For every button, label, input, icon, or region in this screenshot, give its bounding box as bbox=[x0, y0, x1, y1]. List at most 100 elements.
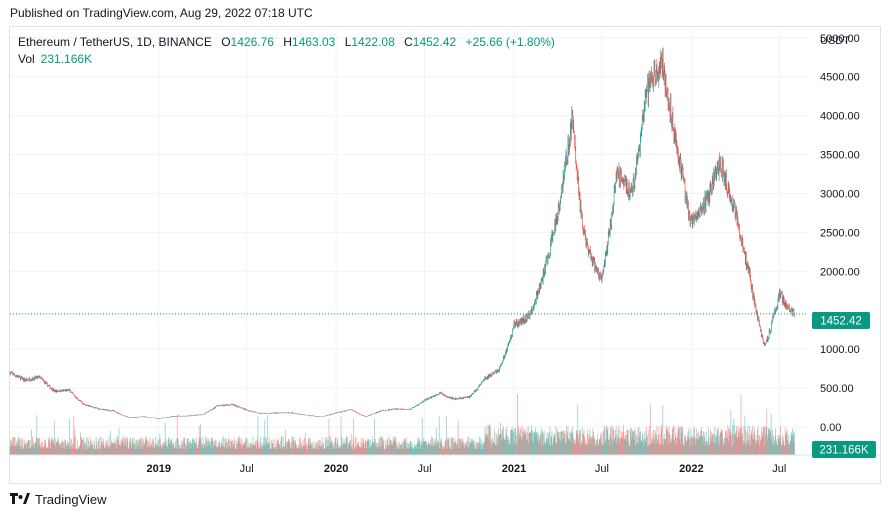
volume-bar bbox=[337, 444, 339, 455]
volume-bar bbox=[62, 448, 64, 455]
published-note: Published on TradingView.com, Aug 29, 20… bbox=[10, 6, 313, 20]
volume-bar bbox=[782, 443, 784, 455]
volume-bar bbox=[538, 443, 540, 455]
volume-bar bbox=[589, 429, 591, 455]
volume-bar bbox=[487, 434, 489, 455]
volume-bar bbox=[752, 425, 754, 455]
volume-bar bbox=[469, 443, 471, 455]
volume-bar bbox=[570, 442, 572, 455]
volume-bar bbox=[589, 435, 590, 455]
volume-bar bbox=[794, 430, 795, 455]
volume-bar bbox=[769, 433, 771, 455]
volume-bar bbox=[263, 444, 265, 455]
volume-bar bbox=[32, 436, 33, 455]
volume-bar bbox=[515, 427, 516, 455]
volume-bar bbox=[9, 446, 11, 455]
volume-bar bbox=[364, 444, 366, 455]
volume-bar bbox=[571, 430, 572, 455]
volume-bar bbox=[202, 444, 203, 455]
volume-bar bbox=[65, 443, 67, 455]
volume-bar bbox=[612, 428, 614, 455]
volume-bar bbox=[661, 424, 663, 455]
volume-bar bbox=[247, 447, 249, 455]
volume-bar bbox=[294, 445, 295, 455]
volume-bar bbox=[675, 437, 676, 455]
volume-bar bbox=[29, 440, 30, 455]
volume-bar bbox=[217, 446, 219, 455]
volume-bar bbox=[470, 442, 472, 455]
volume-bar bbox=[173, 449, 175, 455]
volume-bar bbox=[676, 437, 678, 455]
volume-bar bbox=[608, 444, 610, 455]
volume-bar bbox=[442, 448, 444, 455]
volume-bar bbox=[419, 439, 421, 455]
volume-bar bbox=[635, 445, 636, 455]
volume-bar bbox=[639, 436, 640, 455]
volume-bar bbox=[535, 427, 536, 455]
volume-bar bbox=[350, 434, 352, 455]
chart-frame bbox=[9, 26, 881, 484]
volume-bar bbox=[705, 441, 706, 455]
volume-bar bbox=[68, 418, 70, 455]
volume-bar bbox=[396, 441, 398, 455]
volume-bar bbox=[17, 436, 19, 455]
volume-bar bbox=[738, 436, 740, 455]
volume-bar bbox=[425, 441, 427, 455]
volume-bar bbox=[96, 441, 98, 455]
volume-bar bbox=[342, 443, 343, 455]
volume-bar bbox=[431, 443, 433, 455]
volume-bar bbox=[351, 449, 353, 455]
volume-bar bbox=[331, 443, 333, 455]
volume-bar bbox=[235, 449, 237, 455]
volume-bar bbox=[450, 449, 451, 455]
volume-bar bbox=[514, 441, 515, 455]
volume-bar bbox=[236, 440, 237, 455]
volume-bar bbox=[597, 444, 599, 455]
volume-bar bbox=[155, 443, 157, 455]
volume-bar bbox=[415, 445, 417, 455]
y-tick-label: 3000.00 bbox=[820, 188, 860, 200]
volume-bar bbox=[480, 438, 481, 455]
volume-bar bbox=[441, 437, 443, 455]
volume-bar bbox=[238, 438, 239, 455]
volume-bar bbox=[490, 446, 492, 455]
volume-bar bbox=[187, 438, 188, 455]
volume-bar bbox=[727, 425, 729, 455]
volume-bar bbox=[668, 426, 670, 455]
volume-bar bbox=[762, 432, 763, 455]
volume-bar bbox=[95, 437, 97, 455]
volume-bar bbox=[81, 437, 82, 455]
volume-bar bbox=[397, 446, 399, 455]
volume-bar bbox=[601, 444, 603, 455]
volume-bar bbox=[507, 443, 509, 455]
volume-bar bbox=[360, 437, 362, 455]
volume-bar bbox=[524, 434, 526, 455]
volume-bar bbox=[366, 441, 368, 455]
tradingview-logo[interactable]: TradingView bbox=[10, 492, 107, 507]
volume-bar bbox=[609, 434, 611, 455]
volume-bar bbox=[365, 447, 367, 455]
volume-bar bbox=[116, 448, 117, 455]
volume-bar bbox=[114, 442, 116, 455]
volume-bar bbox=[695, 436, 697, 455]
volume-bar bbox=[565, 443, 566, 455]
volume-bar bbox=[733, 418, 735, 455]
volume-bar bbox=[228, 440, 230, 455]
volume-bar bbox=[554, 435, 555, 455]
volume-bar bbox=[625, 435, 627, 455]
volume-bar bbox=[270, 440, 272, 455]
volume-bar bbox=[766, 440, 768, 455]
volume-bar bbox=[769, 429, 771, 455]
volume-bar bbox=[131, 440, 133, 455]
volume-bar bbox=[612, 443, 614, 455]
volume-bar bbox=[262, 442, 264, 455]
volume-bar bbox=[163, 443, 165, 455]
volume-bar bbox=[91, 444, 93, 455]
volume-bar bbox=[99, 448, 100, 455]
volume-bar bbox=[378, 443, 379, 455]
volume-bar bbox=[595, 440, 597, 455]
volume-bar bbox=[484, 442, 485, 455]
volume-bar bbox=[90, 440, 92, 455]
volume-bar bbox=[233, 437, 235, 455]
